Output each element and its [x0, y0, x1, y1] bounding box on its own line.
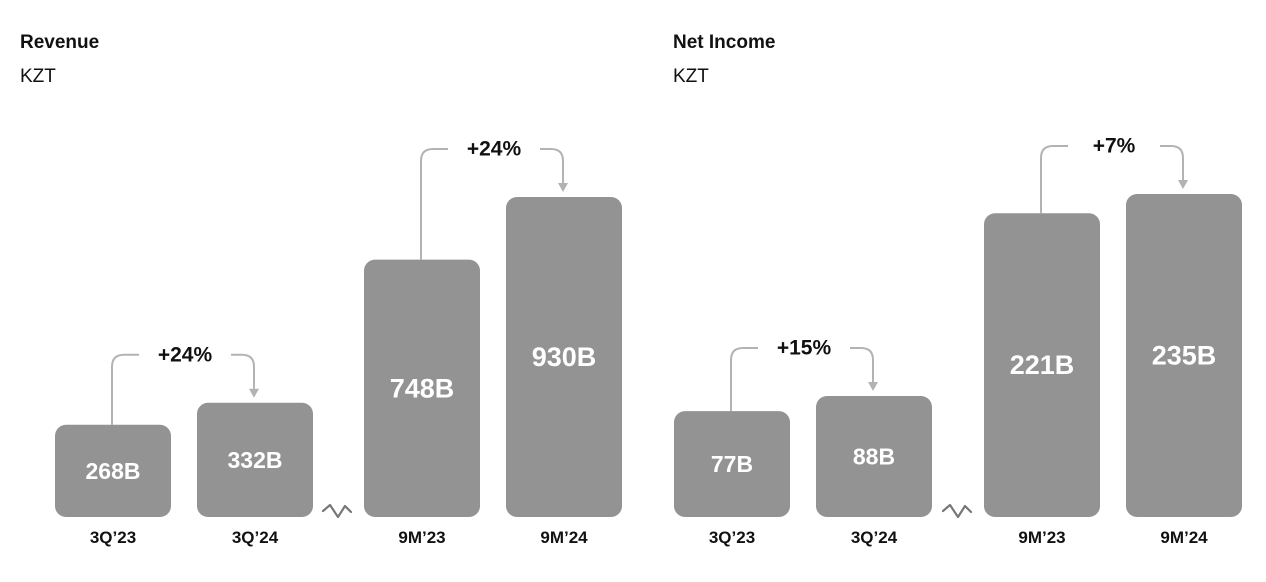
revenue-bar-value-label: 748B [390, 373, 455, 403]
revenue-connector-line [420, 148, 448, 260]
net-income-unit: KZT [673, 66, 709, 87]
net-income-category-label: 3Q’24 [851, 528, 898, 547]
net-income-bar-value-label: 221B [1010, 350, 1075, 380]
net-income-bar-value-label: 235B [1152, 341, 1217, 371]
net-income-category-label: 9M’24 [1160, 528, 1208, 547]
net-income-connector-line [1040, 145, 1068, 214]
revenue-bar [197, 402, 313, 517]
net-income-bar-value-label: 88B [853, 444, 895, 470]
revenue-bar [506, 197, 622, 517]
revenue-axis-break-icon [321, 503, 353, 519]
net-income-bar [816, 396, 932, 517]
net-income-growth-label: +15% [777, 337, 832, 360]
revenue-bar-value-label: 332B [228, 447, 283, 473]
net-income-title: Net Income [673, 32, 776, 53]
net-income-bar [984, 213, 1100, 517]
revenue-bar [55, 424, 171, 517]
revenue-category-label: 3Q’24 [232, 528, 279, 547]
revenue-category-label: 9M’23 [398, 528, 445, 547]
net-income-bar [674, 411, 790, 517]
revenue-growth-label: +24% [158, 343, 213, 366]
revenue-growth-label: +24% [467, 138, 522, 161]
revenue-bar-value-label: 268B [86, 458, 141, 484]
net-income-arrow-head-icon [1178, 180, 1188, 189]
revenue-category-label: 9M’24 [540, 528, 588, 547]
revenue-unit: KZT [20, 66, 56, 87]
net-income-arrow-head-icon [868, 382, 878, 392]
net-income-axis-break-icon [941, 503, 973, 519]
revenue-bar [364, 259, 480, 517]
net-income-growth-label: +7% [1093, 135, 1136, 158]
revenue-bar-value-label: 930B [532, 342, 597, 372]
net-income-bar-value-label: 77B [711, 451, 753, 477]
net-income-connector-line [730, 347, 758, 412]
net-income-connector-arrow-line [850, 347, 874, 383]
revenue-connector-line [111, 353, 139, 425]
revenue-arrow-head-icon [249, 388, 259, 398]
revenue-connector-arrow-line [540, 148, 564, 183]
revenue-arrow-head-icon [558, 183, 568, 192]
net-income-category-label: 3Q’23 [709, 528, 755, 547]
revenue-connector-arrow-line [231, 353, 255, 389]
net-income-category-label: 9M’23 [1018, 528, 1065, 547]
revenue-category-label: 3Q’23 [90, 528, 136, 547]
net-income-connector-arrow-line [1160, 145, 1184, 180]
revenue-title: Revenue [20, 32, 100, 53]
net-income-bar [1126, 194, 1242, 517]
